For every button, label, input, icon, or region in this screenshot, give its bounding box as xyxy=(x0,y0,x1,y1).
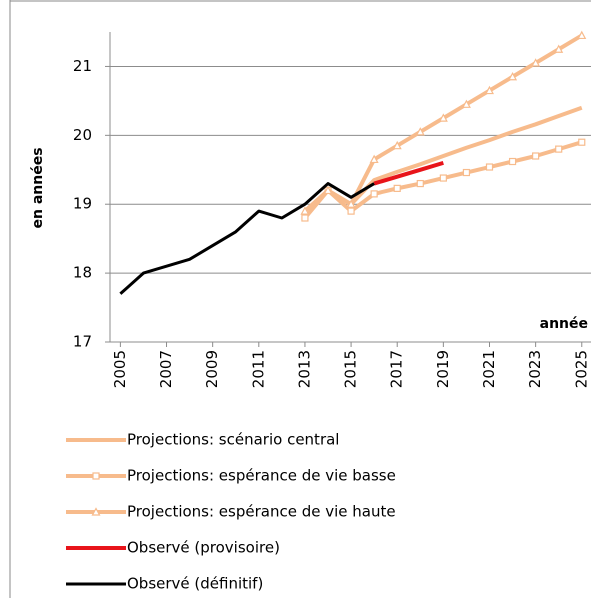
y-axis-label: en années xyxy=(30,147,46,228)
marker xyxy=(555,145,563,153)
marker xyxy=(369,154,379,164)
marker xyxy=(416,179,424,188)
marker xyxy=(461,99,471,108)
x-tick-label: 2025 xyxy=(572,350,590,388)
marker xyxy=(91,507,101,516)
y-tick-label: 21 xyxy=(73,57,92,75)
legend-label: Projections: scénario central xyxy=(127,431,339,449)
x-tick-label: 2007 xyxy=(157,350,175,388)
marker xyxy=(392,140,402,150)
x-axis-label: année xyxy=(540,316,588,332)
marker xyxy=(578,138,586,146)
marker xyxy=(439,174,447,182)
marker xyxy=(531,58,541,67)
x-tick-label: 2019 xyxy=(434,350,452,388)
x-tick-label: 2005 xyxy=(111,350,129,388)
y-tick-label: 18 xyxy=(73,264,92,282)
y-tick-label: 19 xyxy=(73,195,92,213)
marker xyxy=(92,472,100,480)
marker xyxy=(484,85,494,95)
marker xyxy=(462,168,471,177)
marker xyxy=(301,214,309,222)
x-tick-label: 2015 xyxy=(342,350,360,388)
marker xyxy=(370,190,378,198)
marker xyxy=(532,152,540,160)
series-line xyxy=(373,160,444,186)
legend-label: Projections: espérance de vie basse xyxy=(127,467,396,485)
marker xyxy=(323,185,333,195)
legend-label: Projections: espérance de vie haute xyxy=(127,503,396,521)
marker xyxy=(346,199,356,208)
legend-label: Observé (provisoire) xyxy=(127,539,280,557)
marker xyxy=(347,207,355,215)
marker xyxy=(485,163,494,171)
marker xyxy=(438,113,448,122)
y-tick-label: 20 xyxy=(73,126,92,144)
x-tick-label: 2013 xyxy=(295,350,313,388)
marker xyxy=(508,72,518,81)
y-tick-label: 17 xyxy=(73,333,92,351)
x-tick-label: 2017 xyxy=(388,350,406,388)
x-tick-label: 2023 xyxy=(526,350,544,388)
marker xyxy=(393,184,401,192)
legend-label: Observé (définitif) xyxy=(127,575,263,593)
marker xyxy=(577,30,587,40)
x-tick-label: 2021 xyxy=(480,350,498,388)
marker xyxy=(508,157,517,166)
series-line xyxy=(119,182,375,295)
marker xyxy=(300,206,310,215)
marker xyxy=(554,44,564,53)
x-tick-label: 2011 xyxy=(249,350,267,388)
marker xyxy=(415,127,425,136)
x-tick-label: 2009 xyxy=(203,350,221,388)
